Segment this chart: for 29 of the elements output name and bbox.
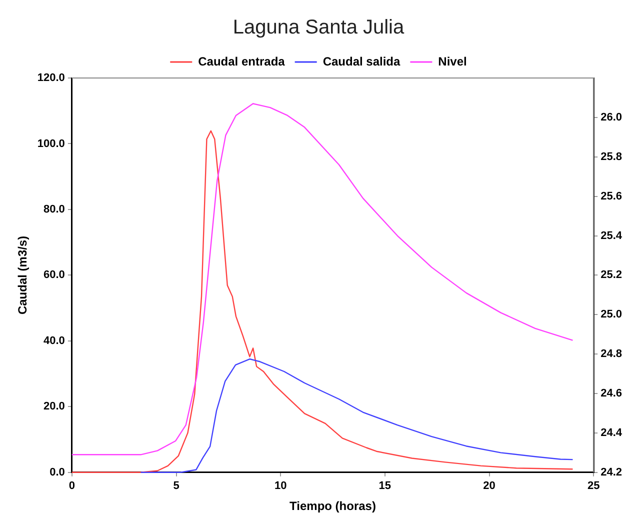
- y2-tick-label: 25.0: [600, 308, 622, 321]
- legend-label: Caudal salida: [322, 54, 401, 68]
- y2-tick-label: 26.0: [600, 111, 622, 124]
- x-tick-label: 20: [483, 480, 496, 492]
- legend-label: Caudal entrada: [198, 54, 286, 68]
- y2-tick-label: 24.4: [600, 426, 623, 439]
- x-tick-label: 25: [587, 480, 600, 492]
- x-tick-label: 5: [173, 480, 180, 492]
- y-tick-label: 40.0: [44, 334, 65, 347]
- y2-tick-label: 24.6: [600, 388, 622, 400]
- y-axis-title: Caudal (m3/s): [16, 236, 30, 315]
- y-tick-label: 0.0: [50, 466, 65, 478]
- y-tick-label: 20.0: [44, 400, 65, 413]
- y-tick-label: 60.0: [44, 269, 65, 282]
- x-tick-label: 0: [68, 480, 75, 492]
- x-tick-label: 10: [274, 480, 287, 492]
- y2-tick-label: 24.8: [600, 348, 622, 360]
- y2-tick-label: 25.4: [600, 230, 623, 242]
- x-axis-title: Tiempo (horas): [290, 499, 376, 514]
- legend-label: Nivel: [438, 54, 467, 68]
- y2-tick-label: 25.2: [600, 269, 622, 282]
- y-tick-label: 100.0: [37, 138, 65, 150]
- y-tick-label: 80.0: [44, 204, 65, 216]
- y-tick-label: 120.0: [37, 72, 65, 84]
- chart-title: Laguna Santa Julia: [232, 16, 405, 39]
- y2-tick-label: 24.2: [600, 466, 622, 478]
- y2-tick-label: 25.8: [600, 150, 622, 163]
- y2-tick-label: 25.6: [600, 190, 622, 202]
- x-tick-label: 15: [378, 480, 392, 492]
